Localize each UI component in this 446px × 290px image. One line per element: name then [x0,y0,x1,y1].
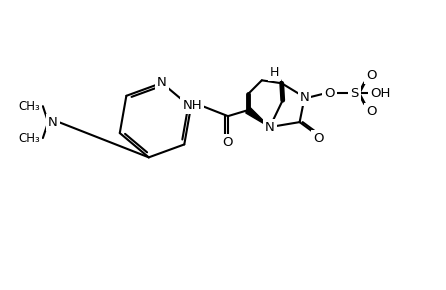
Polygon shape [246,107,270,127]
Text: N: N [300,91,310,104]
Text: O: O [324,87,335,100]
Text: CH₃: CH₃ [18,100,40,113]
Text: CH₃: CH₃ [18,132,40,144]
Text: S: S [350,87,359,100]
Text: NH: NH [182,99,202,112]
Text: O: O [313,132,324,144]
Text: OH: OH [370,87,390,100]
Text: O: O [366,69,376,82]
Text: N: N [265,121,275,134]
Text: O: O [366,105,376,118]
Text: H: H [270,66,280,79]
Text: O: O [223,135,233,148]
Text: N: N [48,116,58,128]
Text: N: N [157,76,167,89]
